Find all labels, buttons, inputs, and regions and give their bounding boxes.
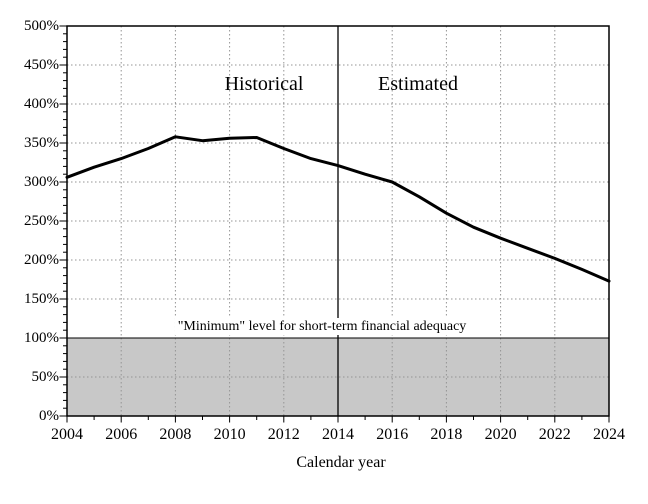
x-tick-label: 2014	[322, 426, 354, 443]
y-tick-label: 350%	[24, 135, 59, 151]
y-tick-label: 450%	[24, 57, 59, 73]
y-tick-label: 0%	[39, 408, 59, 424]
y-tick-label: 150%	[24, 291, 59, 307]
x-tick-label: 2022	[538, 426, 571, 443]
x-tick-label: 2004	[51, 426, 83, 443]
x-axis-title: Calendar year	[296, 454, 386, 471]
ratio-series-line	[65, 135, 611, 283]
y-tick-label: 100%	[24, 330, 59, 346]
x-tick-label: 2018	[430, 426, 463, 443]
x-tick-label: 2016	[376, 426, 409, 443]
x-tick-label: 2012	[267, 426, 300, 443]
estimated-region-label: Estimated	[378, 73, 458, 95]
x-tick-label: 2006	[105, 426, 138, 443]
y-tick-label: 400%	[24, 96, 59, 112]
y-tick-label: 250%	[24, 213, 59, 229]
y-tick-label: 300%	[24, 174, 59, 190]
x-tick-label: 2008	[159, 426, 192, 443]
trend-line	[65, 135, 611, 283]
x-tick-label: 2024	[593, 426, 625, 443]
y-tick-label: 500%	[24, 18, 59, 34]
gridlines	[67, 26, 609, 416]
historical-region-label: Historical	[224, 73, 304, 95]
x-tick-label: 2010	[213, 426, 246, 443]
y-tick-label: 50%	[31, 369, 60, 385]
minimum-level-label: "Minimum" level for short-term financial…	[174, 318, 470, 335]
x-tick-label: 2020	[484, 426, 517, 443]
y-tick-label: 200%	[24, 252, 59, 268]
